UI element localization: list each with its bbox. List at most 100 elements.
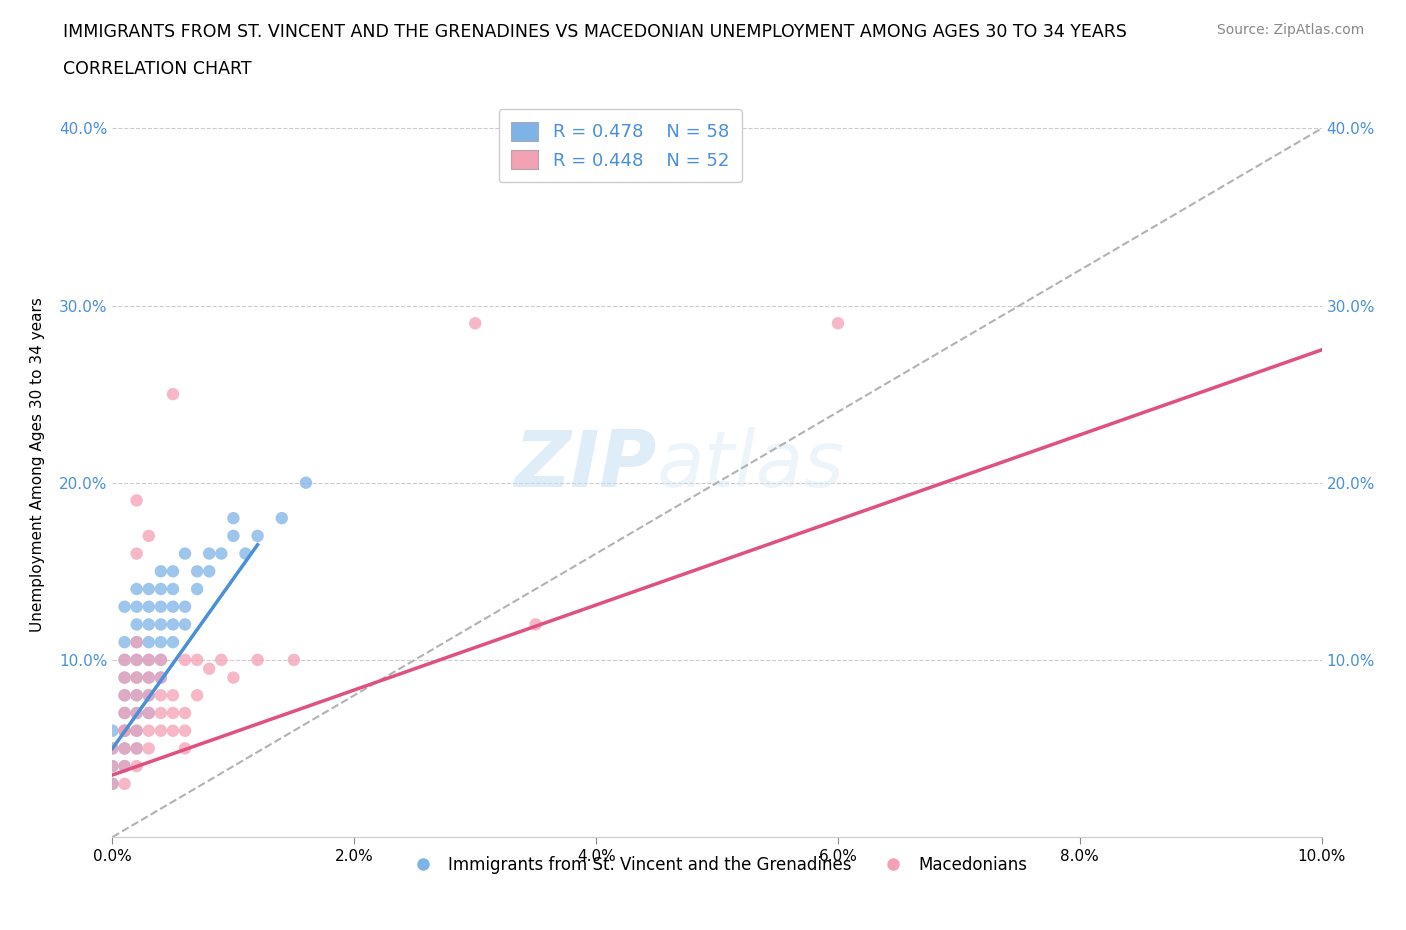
Point	[101, 724, 124, 738]
Point	[125, 671, 148, 685]
Point	[198, 661, 221, 676]
Point	[125, 653, 148, 668]
Point	[138, 617, 160, 631]
Point	[270, 511, 292, 525]
Point	[295, 475, 318, 490]
Point	[162, 634, 184, 649]
Point	[174, 546, 197, 561]
Point	[114, 741, 136, 756]
Point	[101, 777, 124, 791]
Point	[114, 724, 136, 738]
Point	[114, 759, 136, 774]
Point	[524, 617, 547, 631]
Point	[114, 634, 136, 649]
Point	[114, 653, 136, 668]
Point	[162, 706, 184, 721]
Point	[174, 706, 197, 721]
Point	[149, 688, 172, 703]
Point	[114, 724, 136, 738]
Point	[114, 724, 136, 738]
Point	[162, 564, 184, 578]
Point	[138, 706, 160, 721]
Point	[174, 741, 197, 756]
Point	[138, 671, 160, 685]
Point	[138, 653, 160, 668]
Point	[149, 653, 172, 668]
Y-axis label: Unemployment Among Ages 30 to 34 years: Unemployment Among Ages 30 to 34 years	[31, 298, 45, 632]
Point	[114, 599, 136, 614]
Point	[283, 653, 305, 668]
Text: CORRELATION CHART: CORRELATION CHART	[63, 60, 252, 78]
Text: ZIP: ZIP	[515, 427, 657, 503]
Point	[149, 653, 172, 668]
Point	[101, 759, 124, 774]
Point	[464, 316, 486, 331]
Point	[125, 741, 148, 756]
Point	[138, 741, 160, 756]
Point	[162, 724, 184, 738]
Point	[138, 634, 160, 649]
Point	[162, 688, 184, 703]
Point	[114, 724, 136, 738]
Point	[186, 581, 208, 596]
Point	[149, 564, 172, 578]
Point	[162, 617, 184, 631]
Point	[125, 724, 148, 738]
Point	[114, 653, 136, 668]
Point	[114, 706, 136, 721]
Point	[222, 511, 245, 525]
Point	[149, 599, 172, 614]
Point	[101, 777, 124, 791]
Point	[101, 741, 124, 756]
Point	[101, 759, 124, 774]
Point	[125, 617, 148, 631]
Point	[125, 634, 148, 649]
Point	[149, 671, 172, 685]
Point	[125, 671, 148, 685]
Point	[138, 599, 160, 614]
Point	[246, 528, 269, 543]
Point	[149, 581, 172, 596]
Point	[186, 564, 208, 578]
Point	[174, 617, 197, 631]
Point	[827, 316, 849, 331]
Point	[114, 671, 136, 685]
Point	[174, 724, 197, 738]
Point	[138, 688, 160, 703]
Point	[125, 581, 148, 596]
Point	[138, 653, 160, 668]
Point	[125, 688, 148, 703]
Point	[138, 706, 160, 721]
Point	[138, 671, 160, 685]
Legend: Immigrants from St. Vincent and the Grenadines, Macedonians: Immigrants from St. Vincent and the Gren…	[399, 849, 1035, 881]
Point	[138, 724, 160, 738]
Point	[114, 777, 136, 791]
Point	[209, 653, 232, 668]
Point	[246, 653, 269, 668]
Point	[222, 528, 245, 543]
Point	[125, 634, 148, 649]
Point	[186, 688, 208, 703]
Point	[198, 564, 221, 578]
Point	[149, 724, 172, 738]
Point	[235, 546, 257, 561]
Point	[125, 653, 148, 668]
Point	[114, 688, 136, 703]
Point	[138, 581, 160, 596]
Point	[125, 706, 148, 721]
Point	[149, 706, 172, 721]
Point	[114, 688, 136, 703]
Point	[125, 688, 148, 703]
Point	[209, 546, 232, 561]
Point	[162, 599, 184, 614]
Point	[114, 759, 136, 774]
Point	[138, 688, 160, 703]
Point	[162, 387, 184, 402]
Point	[101, 741, 124, 756]
Point	[222, 671, 245, 685]
Point	[125, 546, 148, 561]
Point	[186, 653, 208, 668]
Text: atlas: atlas	[657, 427, 845, 503]
Point	[174, 653, 197, 668]
Point	[125, 759, 148, 774]
